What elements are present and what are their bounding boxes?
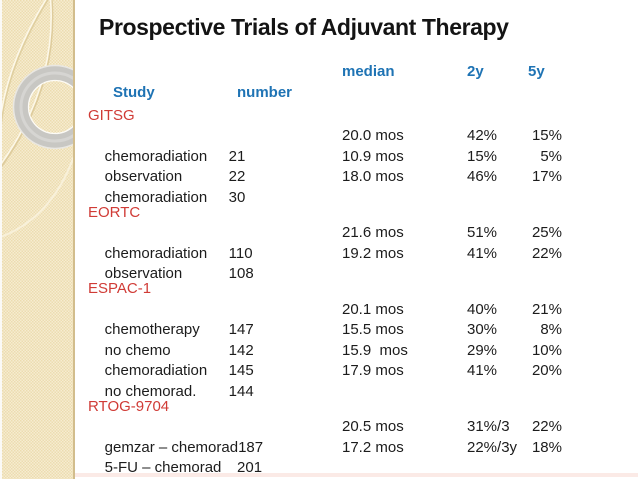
cell-median: 15.5 mos [342, 321, 404, 338]
cell-arm-label: 5-FU – chemorad [104, 459, 222, 476]
trial-section-rows: chemotherapy 147 20.1 mos 40% 21% no chem… [88, 300, 638, 400]
table-sections: GITSG chemoradiation 21 20.0 mos 42% 15% … [88, 106, 638, 477]
cell-number: 30 [228, 188, 246, 206]
table-header-row: Study number median 2y 5y [88, 62, 638, 101]
table-row: chemoradiation 30 18.0 mos 46% 17% [88, 167, 638, 206]
cell-number: 201 [228, 459, 263, 476]
table-row: no chemorad. 144 17.9 mos 41% 20% [88, 361, 638, 400]
trial-section-espac-1: ESPAC-1 chemotherapy 147 20.1 mos 40% 21%… [88, 279, 638, 400]
cell-arm-label: chemoradiation [104, 362, 208, 379]
cell-number: 108 [228, 265, 254, 282]
cell-5y: 5% [540, 147, 562, 165]
cell-2y: 15% [467, 147, 498, 165]
cell-arm-label: chemoradiation [104, 188, 208, 206]
trial-section-eortc: EORTC chemoradiation 110 21.6 mos 51% 25%… [88, 203, 638, 283]
trial-section-name: RTOG-9704 [88, 397, 170, 415]
table-row: gemzar – chemorad187 20.5 mos 31%/3 22% [88, 417, 638, 456]
cell-5y: 20% [531, 362, 562, 379]
cell-median: 21.6 mos [342, 224, 404, 241]
trials-table: Study number median 2y 5y GITSG chemoradi… [88, 62, 638, 477]
cell-number: 22 [228, 168, 246, 185]
decorative-sidebar [0, 0, 75, 479]
cell-2y: 42% [467, 127, 498, 144]
cell-arm-label: gemzar – chemorad [104, 438, 239, 456]
cell-number: 144 [228, 382, 254, 400]
cell-arm-label: no chemo [104, 341, 171, 359]
cell-2y: 41% [467, 244, 498, 262]
table-row: chemoradiation 145 15.9 mos 29% 10% [88, 341, 638, 380]
table-row: chemoradiation 21 20.0 mos 42% 15% [88, 126, 638, 165]
cell-2y: 29% [467, 341, 498, 359]
cell-arm-label: chemoradiation [104, 244, 208, 262]
cell-number: 142 [228, 341, 254, 359]
trial-section-name: EORTC [88, 203, 141, 221]
table-row: chemoradiation 110 21.6 mos 51% 25% [88, 223, 638, 262]
cell-median: 17.9 mos [342, 362, 404, 379]
cell-2y: 51% [467, 224, 498, 241]
trial-section-name: GITSG [88, 106, 135, 124]
bottom-accent-strip [75, 473, 638, 477]
cell-number: 145 [228, 362, 254, 379]
trial-section-rtog-9704: RTOG-9704 gemzar – chemorad187 20.5 mos … [88, 397, 638, 477]
column-header-2y: 2y [467, 63, 484, 80]
cell-median: 10.9 mos [342, 147, 404, 165]
column-header-5y: 5y [528, 63, 545, 80]
column-header-study: Study [113, 83, 155, 101]
cell-median: 20.0 mos [342, 127, 404, 144]
cell-2y: 40% [467, 300, 498, 318]
table-row: 5-FU – chemorad 201 17.2 mos 22%/3y 18% [88, 438, 638, 477]
cell-number: 147 [228, 321, 254, 338]
column-header-median: median [342, 63, 395, 80]
cell-median: 20.1 mos [342, 300, 404, 318]
cell-2y: 46% [467, 168, 498, 185]
cell-median: 20.5 mos [342, 418, 404, 435]
cell-median: 17.2 mos [342, 438, 404, 456]
cell-5y: 22% [531, 418, 562, 435]
cell-5y: 25% [531, 224, 562, 241]
sidebar-circles-decoration [2, 0, 73, 238]
table-row: chemotherapy 147 20.1 mos 40% 21% [88, 300, 638, 339]
cell-arm-label: chemoradiation [104, 147, 208, 165]
cell-2y: 22%/3y [467, 438, 518, 456]
cell-arm-label: chemotherapy [104, 321, 200, 338]
cell-2y: 30% [467, 321, 498, 338]
column-header-number: number [237, 83, 293, 101]
cell-median: 15.9 mos [342, 341, 408, 359]
cell-5y: 10% [531, 341, 562, 359]
cell-number: 110 [228, 244, 253, 262]
cell-5y: 15% [531, 127, 562, 144]
trial-section-name: ESPAC-1 [88, 280, 152, 297]
cell-arm-label: no chemorad. [104, 382, 197, 400]
trial-section-rows: gemzar – chemorad187 20.5 mos 31%/3 22% … [88, 417, 638, 477]
table-row: observation 108 19.2 mos 41% 22% [88, 244, 638, 283]
cell-arm-label: observation [104, 265, 183, 282]
cell-number: 187 [238, 438, 264, 456]
trial-section-rows: chemoradiation 21 20.0 mos 42% 15% observ… [88, 126, 638, 206]
cell-median: 18.0 mos [342, 168, 404, 185]
cell-5y: 17% [531, 168, 562, 185]
table-row: observation 22 10.9 mos 15% 5% [88, 147, 638, 186]
trial-section-rows: chemoradiation 110 21.6 mos 51% 25% obser… [88, 223, 638, 283]
cell-5y: 21% [531, 300, 562, 318]
cell-2y: 31%/3 [467, 418, 510, 435]
cell-median: 19.2 mos [342, 244, 404, 262]
table-row: no chemo 142 15.5 mos 30% 8% [88, 320, 638, 359]
cell-number: 21 [228, 147, 246, 165]
cell-5y: 18% [531, 438, 562, 456]
cell-5y: 8% [540, 321, 562, 338]
cell-2y: 41% [467, 362, 498, 379]
trial-section-gitsg: GITSG chemoradiation 21 20.0 mos 42% 15% … [88, 106, 638, 206]
cell-5y: 22% [531, 244, 562, 262]
cell-arm-label: observation [104, 168, 183, 185]
slide-title: Prospective Trials of Adjuvant Therapy [99, 14, 509, 40]
